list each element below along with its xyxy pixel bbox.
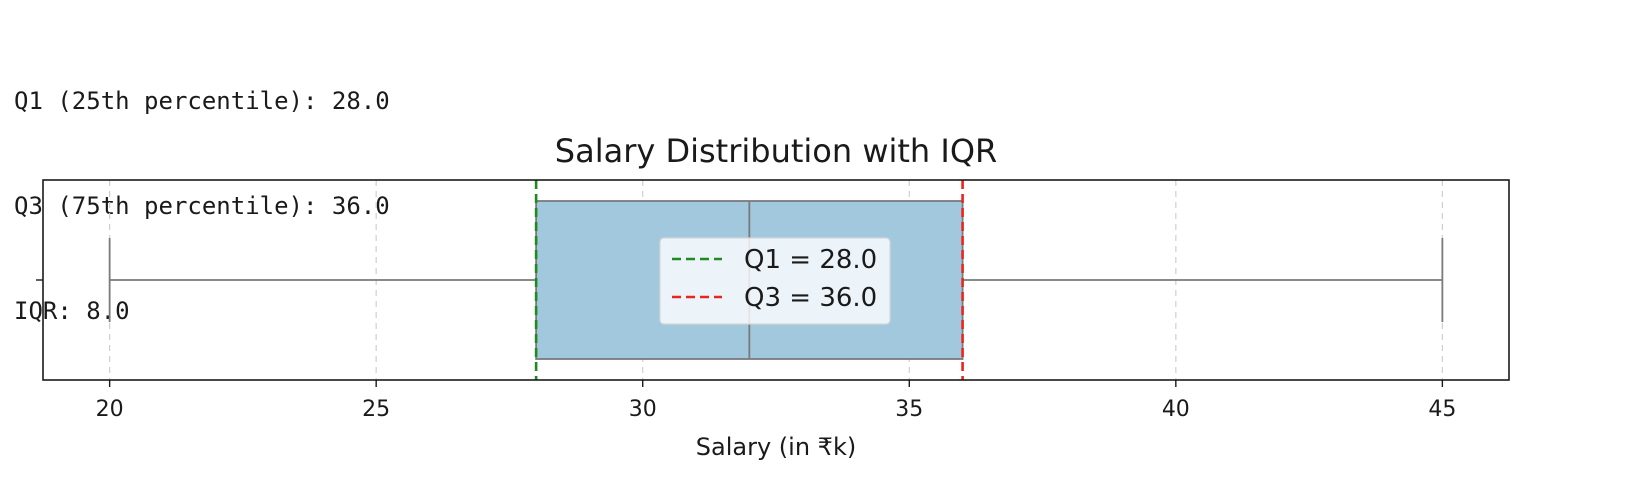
x-axis-ticks: 20 25 30 35 40 45 <box>36 279 1456 422</box>
console-output: Q1 (25th percentile): 28.0 Q3 (75th perc… <box>14 14 390 364</box>
console-line-q1: Q1 (25th percentile): 28.0 <box>14 87 390 115</box>
x-axis-label: Salary (in ₹k) <box>696 433 856 461</box>
x-tick-label: 20 <box>96 397 124 422</box>
console-line-q3: Q3 (75th percentile): 36.0 <box>14 192 390 220</box>
x-tick-label: 35 <box>895 397 923 422</box>
x-tick-label: 40 <box>1162 397 1190 422</box>
x-tick-label: 25 <box>362 397 390 422</box>
reference-lines <box>534 180 964 380</box>
x-tick-label: 45 <box>1428 397 1456 422</box>
legend: Q1 = 28.0 Q3 = 36.0 <box>659 237 891 325</box>
x-tick-label: 30 <box>629 397 657 422</box>
box-plot <box>108 200 1444 360</box>
legend-label: Q3 = 36.0 <box>744 283 877 313</box>
chart-title: Salary Distribution with IQR <box>555 132 997 170</box>
legend-label: Q1 = 28.0 <box>744 245 877 275</box>
